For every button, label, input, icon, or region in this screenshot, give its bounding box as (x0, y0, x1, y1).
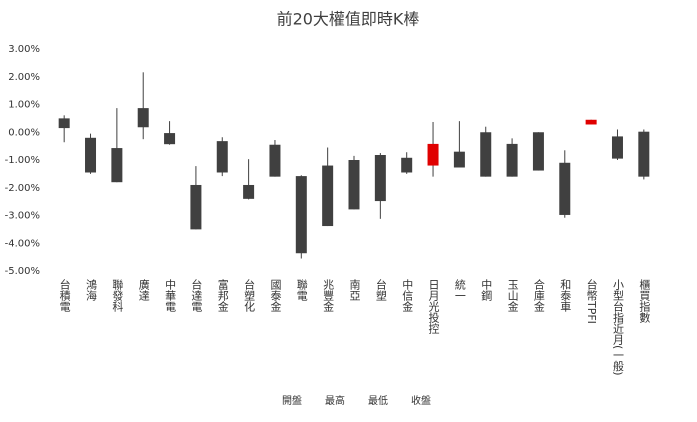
x-tick-label: 中鋼 (480, 279, 493, 302)
x-tick-label: 鴻海 (85, 278, 98, 302)
y-tick-label: 3.00% (8, 44, 40, 55)
x-tick-label: 中信金 (401, 279, 414, 312)
x-tick-label: 台幣TPFI (585, 278, 598, 324)
x-tick-label: 台達電 (190, 278, 203, 312)
candle-body (58, 118, 70, 129)
candle-body (243, 184, 255, 199)
x-tick-label: 兆豐金 (322, 279, 335, 312)
x-tick-label: 統一 (453, 278, 466, 301)
x-tick-label: 台塑化 (243, 278, 256, 313)
x-tick-label: 台積電 (58, 278, 71, 312)
candle-body (137, 108, 149, 128)
y-tick-label: -4.00% (5, 238, 40, 249)
y-tick-label: -5.00% (5, 266, 40, 277)
candle-body (374, 155, 386, 202)
candle-body (638, 131, 650, 177)
y-tick-label: 2.00% (8, 72, 40, 83)
x-tick-label: 聯發科 (111, 279, 124, 312)
y-tick-label: 0.00% (8, 127, 40, 138)
x-tick-label: 合庫金 (532, 278, 545, 312)
legend-label: 開盤 (282, 394, 302, 407)
legend-label: 收盤 (411, 394, 431, 407)
x-tick-label: 台塑 (374, 278, 387, 301)
candle-body (85, 137, 97, 173)
candle-body (506, 143, 518, 177)
candle-body (322, 165, 334, 227)
y-tick-label: -2.00% (5, 183, 40, 194)
candle-body (216, 141, 228, 173)
candle-body (111, 148, 123, 183)
legend-label: 最高 (325, 394, 345, 407)
legend-label: 最低 (368, 394, 388, 407)
candle-body (269, 144, 281, 177)
y-tick-label: 1.00% (8, 100, 40, 111)
candle-body (611, 136, 623, 159)
y-tick-label: -1.00% (5, 155, 40, 166)
candle-body (585, 119, 597, 125)
x-tick-label: 日月光投控 (427, 279, 440, 334)
x-tick-label: 富邦金 (216, 278, 229, 312)
candle-body (453, 151, 465, 168)
y-tick-label: -3.00% (5, 211, 40, 222)
x-tick-label: 櫃買指數 (638, 278, 651, 324)
candle-body (427, 143, 439, 166)
candle-body (164, 133, 176, 145)
x-tick-label: 南亞 (348, 279, 361, 301)
x-tick-label: 和泰車 (559, 279, 572, 313)
candle-body (190, 184, 202, 230)
candle-body (559, 162, 571, 215)
x-tick-label: 聯電 (295, 279, 308, 301)
x-tick-label: 玉山金 (506, 279, 519, 312)
candle-body (348, 160, 360, 210)
candle-body (295, 176, 307, 254)
x-tick-label: 廣達 (137, 278, 150, 301)
candle-body (480, 132, 492, 177)
candle-body (532, 132, 544, 171)
x-tick-label: 小型台指近月(一般) (611, 279, 624, 376)
chart-title: 前20大權值即時K棒 (277, 10, 420, 29)
x-tick-label: 中華電 (164, 279, 177, 312)
candle-body (401, 157, 413, 173)
x-tick-label: 國泰金 (269, 279, 282, 312)
